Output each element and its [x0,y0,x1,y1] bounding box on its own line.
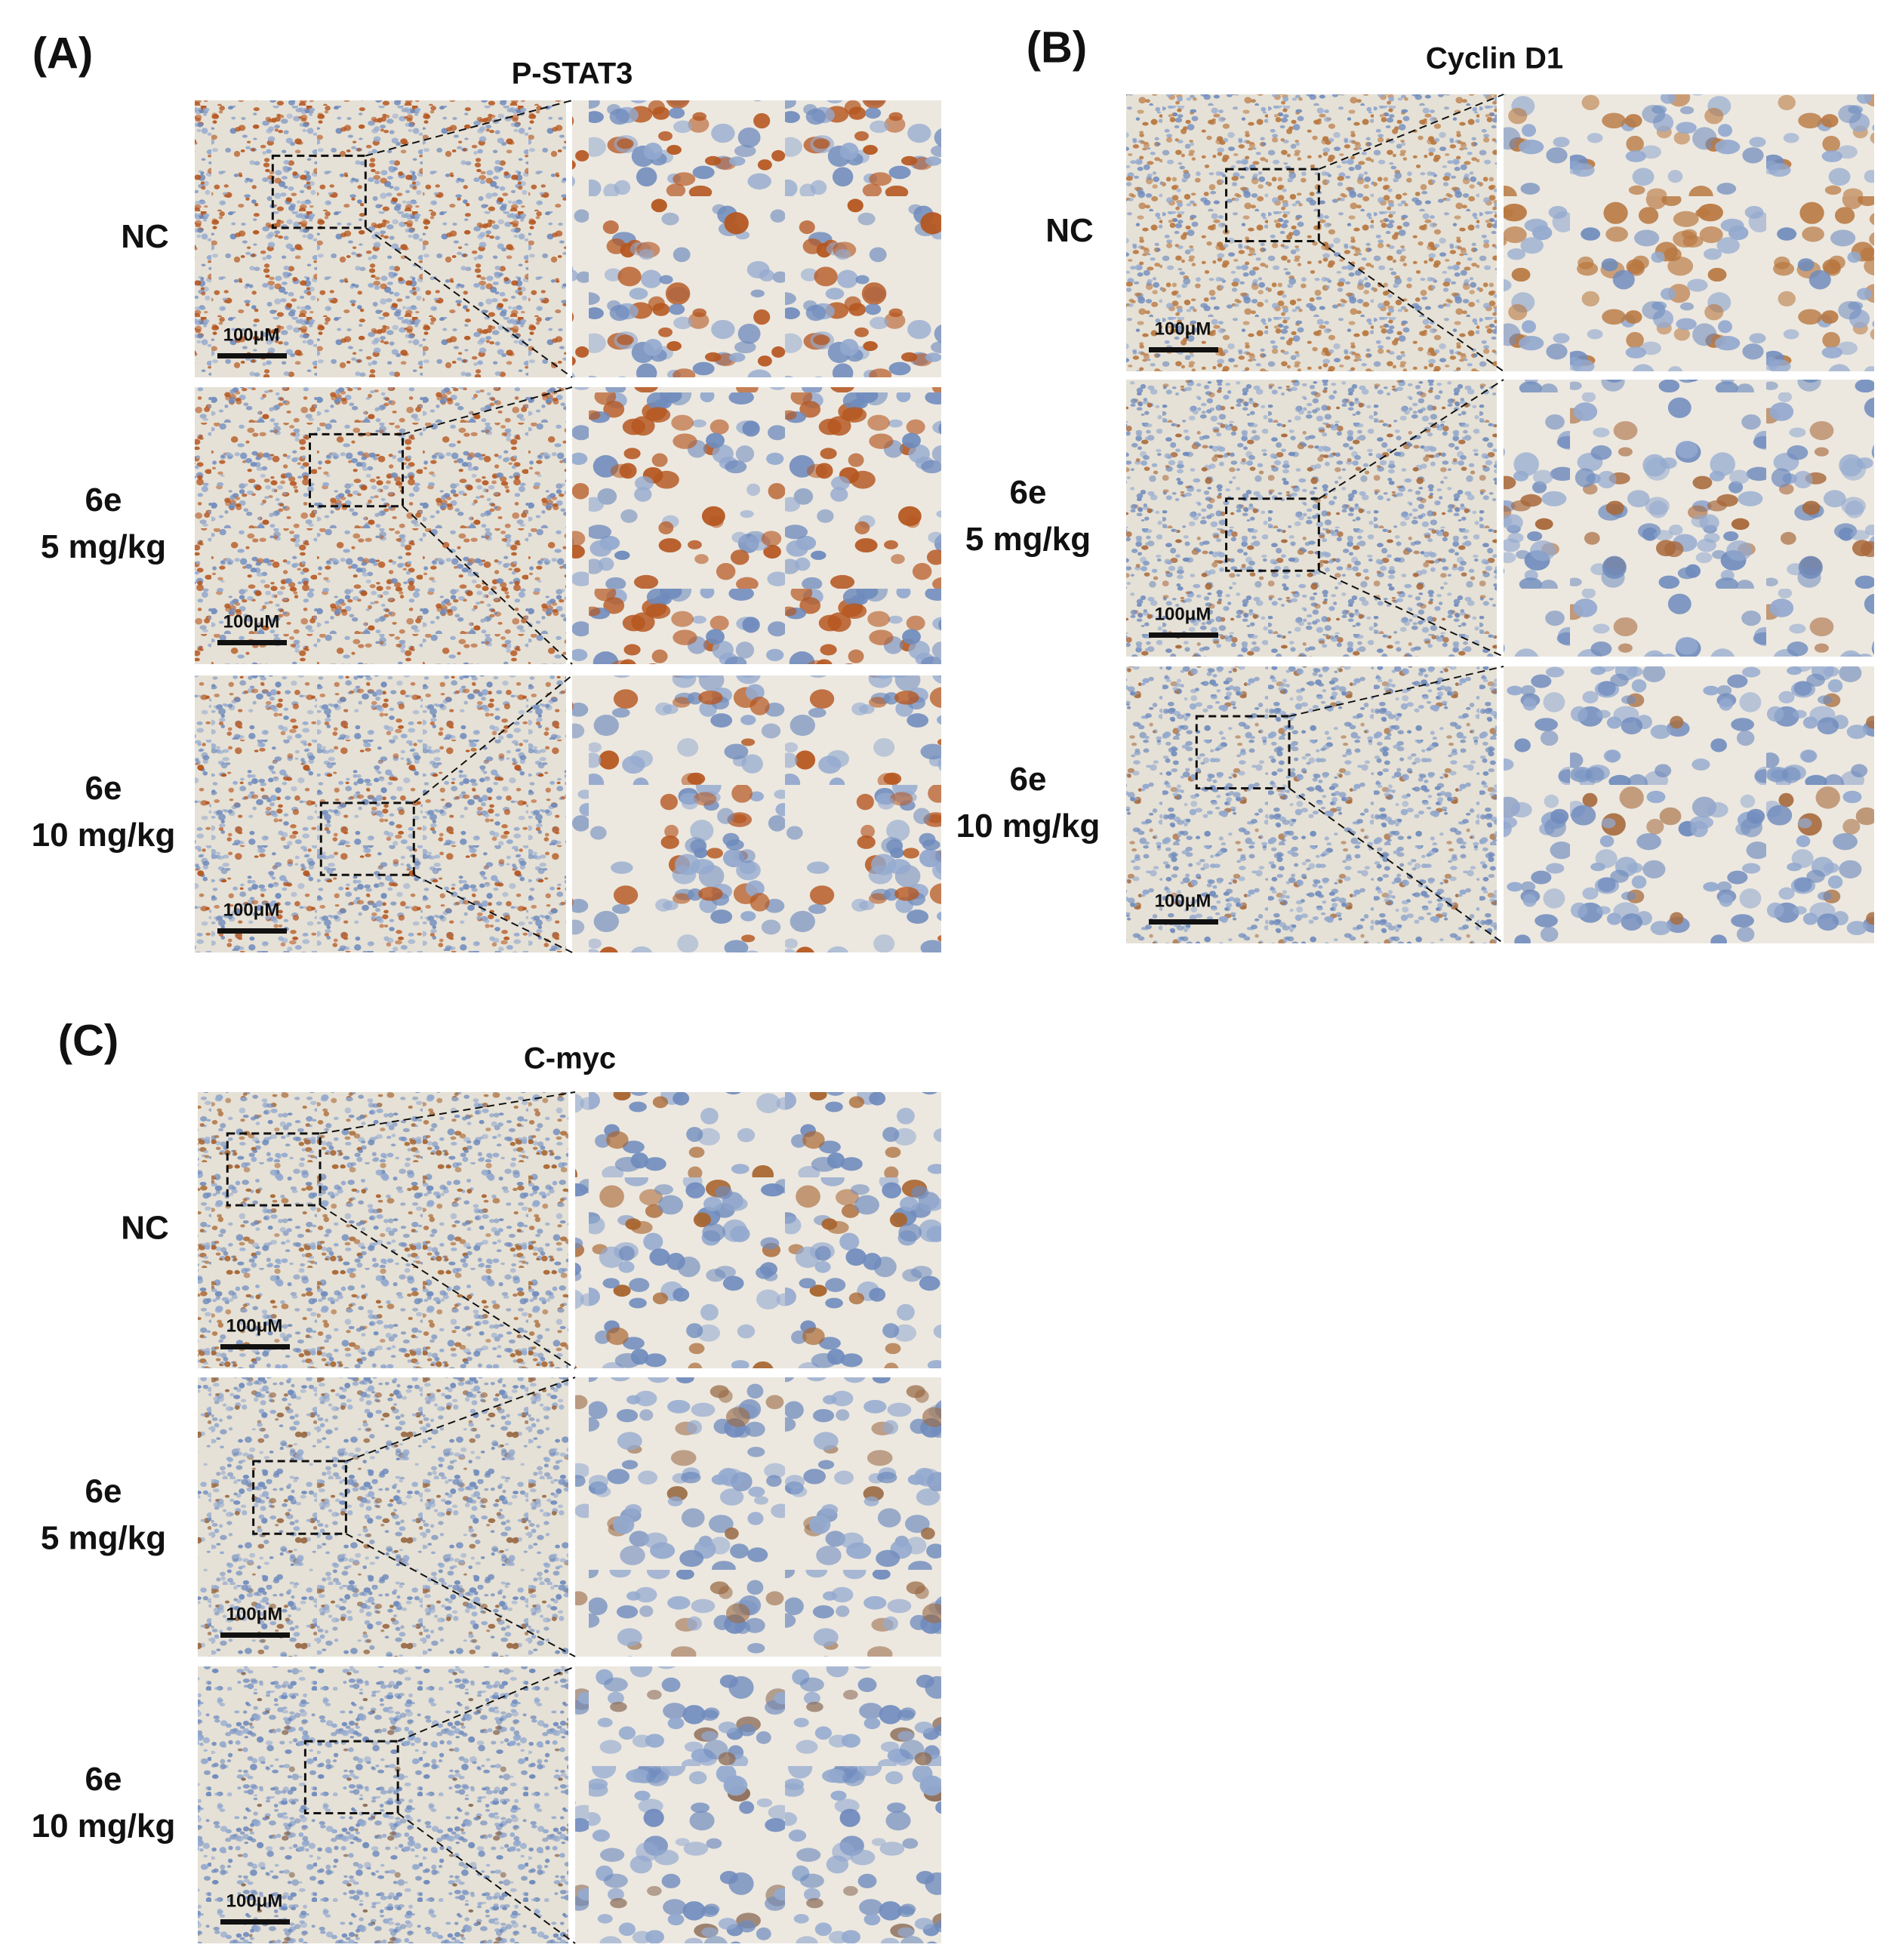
overview-image [198,1666,568,1943]
zoom-box [1225,168,1320,243]
overview-image [198,1092,568,1368]
panel: (B) Cyclin D1 100μM NC 100μM 6e 5 mg/kg 100μM 6e… [956,23,1874,944]
scale-bar [1149,632,1218,638]
zoom-line [345,1533,576,1657]
zoom-box [1225,497,1320,572]
row-label: 6e [85,1761,122,1798]
zoom-line [319,1205,576,1369]
zoom-line [1318,379,1504,500]
panel-label: (A) [32,29,94,78]
zoom-line [1318,94,1504,171]
row-label: 6e [85,1473,122,1510]
panel-label: (B) [1027,23,1088,72]
scale-bar [1149,347,1218,352]
zoom-box [252,1460,347,1535]
scale-bar [217,640,287,645]
row-label: 5 mg/kg [965,521,1091,558]
zoom-line [1318,570,1504,657]
scale-bar [1149,919,1218,925]
scale-bar-label: 100μM [226,1315,283,1336]
zoom-image [575,1666,941,1943]
scale-bar [220,1919,290,1925]
scale-bar [217,353,287,358]
scale-bar-label: 100μM [226,1604,283,1624]
panel-title: C-myc [524,1042,616,1075]
zoom-line [346,1377,576,1462]
scale-bar [220,1632,290,1638]
scale-bar-label: 100μM [226,1891,283,1911]
scale-bar-label: 100μM [1155,604,1211,624]
zoom-line [413,675,573,804]
overview-image [195,675,566,952]
row-label: NC [121,1210,169,1247]
zoom-line [397,1812,576,1944]
panel: (C) C-myc 100μM NC 100μM 6e 5 mg/kg 100μM 6e 10 m… [32,1016,941,1944]
zoom-image [1504,94,1874,371]
zoom-box [303,1740,399,1815]
scale-bar-label: 100μM [223,325,280,345]
row-label: 10 mg/kg [956,808,1100,845]
zoom-box [309,432,405,508]
scale-bar [217,928,287,934]
zoom-image [575,1092,941,1368]
row-label: 10 mg/kg [32,817,176,854]
overview-image [1126,94,1497,371]
scale-bar-label: 100μM [223,611,280,632]
row-label: 10 mg/kg [32,1808,176,1845]
zoom-box [226,1132,322,1207]
row-label: NC [121,218,169,255]
zoom-line [413,874,573,953]
zoom-line [397,1666,576,1743]
panel-title: Cyclin D1 [1426,42,1563,75]
zoom-image [572,675,941,952]
zoom-image [572,387,941,664]
zoom-box [1195,715,1291,789]
zoom-image [575,1377,941,1657]
row-label: NC [1045,212,1094,249]
zoom-line [1288,666,1504,718]
panel-title: P-STAT3 [512,57,633,91]
zoom-line [402,506,573,665]
overview-image [195,387,566,664]
panel-label: (C) [58,1016,119,1065]
scale-bar-label: 100μM [1155,318,1211,339]
overview-image [1126,380,1497,657]
overview-image [198,1377,568,1657]
panel: (A) P-STAT3 100μM NC 100μM 6e 5 mg/kg 100μM 6e 10… [32,29,941,953]
zoom-line [319,1091,576,1134]
scale-bar-label: 100μM [223,900,280,920]
zoom-line [365,227,573,378]
row-label: 5 mg/kg [41,1520,166,1557]
zoom-image [1504,666,1874,943]
zoom-line [402,386,573,435]
row-label: 6e [85,770,122,807]
zoom-box [271,154,367,229]
scale-bar [220,1344,290,1349]
row-label: 6e [1010,761,1047,798]
zoom-image [1504,380,1874,657]
scale-bar-label: 100μM [1155,891,1211,911]
zoom-image [572,100,941,377]
row-label: 5 mg/kg [41,528,166,565]
zoom-line [1288,787,1504,944]
row-label: 6e [1010,474,1047,511]
zoom-box [319,802,415,876]
row-label: 6e [85,482,122,518]
zoom-line [1318,240,1504,372]
